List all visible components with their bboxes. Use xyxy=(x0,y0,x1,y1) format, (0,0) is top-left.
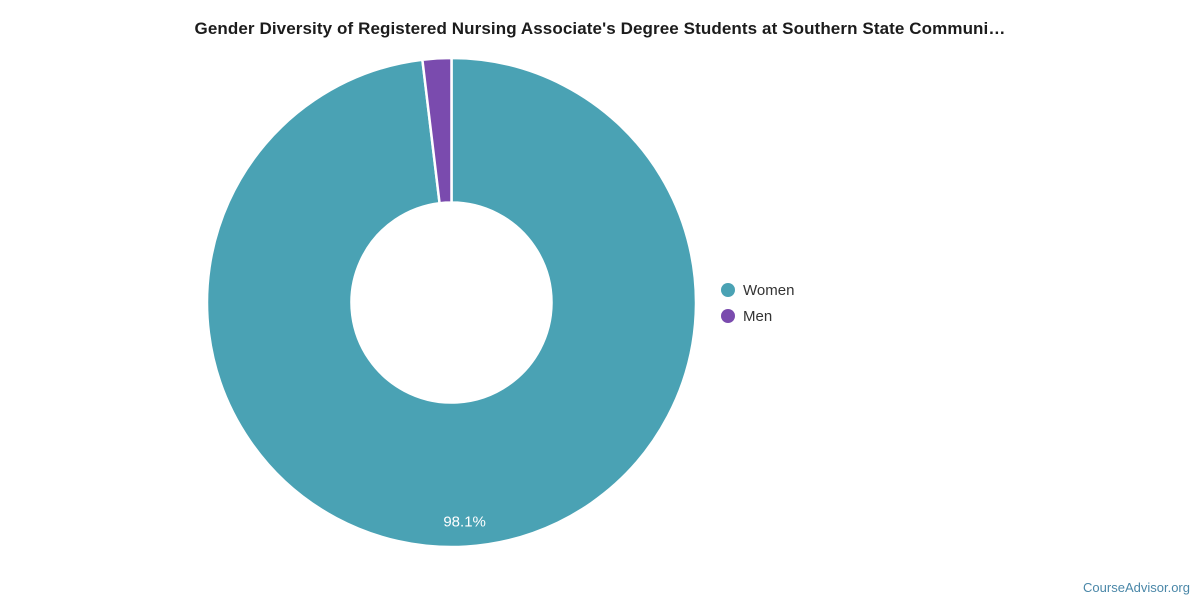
pie-slice-women[interactable] xyxy=(205,56,698,549)
chart-title: Gender Diversity of Registered Nursing A… xyxy=(194,19,1006,38)
legend: Women Men xyxy=(721,277,794,329)
courseadvisor-link[interactable]: CourseAdvisor.org xyxy=(1083,580,1190,595)
legend-swatch-men xyxy=(721,309,735,323)
legend-item-men[interactable]: Men xyxy=(721,303,794,329)
legend-swatch-women xyxy=(721,283,735,297)
legend-item-women[interactable]: Women xyxy=(721,277,794,303)
legend-label: Men xyxy=(743,307,773,325)
slice-label-women: 98.1% xyxy=(443,514,486,531)
pie-slice-men[interactable] xyxy=(421,56,453,205)
legend-label: Women xyxy=(743,281,795,299)
